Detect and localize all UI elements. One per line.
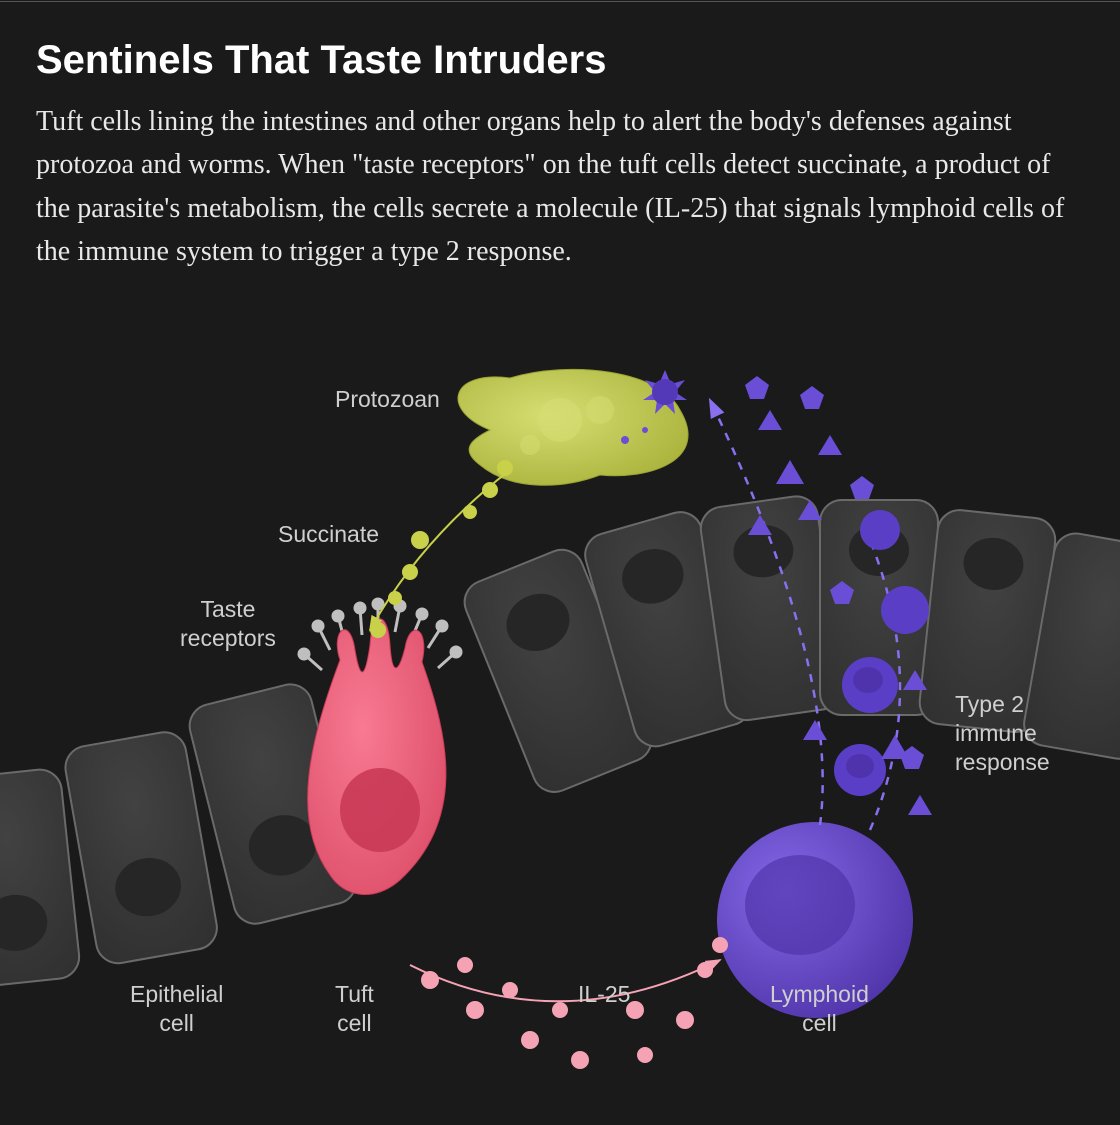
page-title: Sentinels That Taste Intruders (36, 38, 607, 83)
il25-path (410, 937, 728, 1069)
label-lymphoid-cell: Lymphoid cell (770, 980, 869, 1038)
label-il25: IL-25 (578, 980, 630, 1009)
label-epithelial-cell: Epithelial cell (130, 980, 223, 1038)
label-taste-receptors: Taste receptors (180, 595, 276, 653)
label-tuft-cell: Tuft cell (335, 980, 374, 1038)
epithelial-cells (0, 494, 1120, 989)
label-protozoan: Protozoan (335, 385, 440, 414)
protozoan (458, 369, 688, 485)
page-subtitle: Tuft cells lining the intestines and oth… (36, 100, 1084, 274)
diagram: Protozoan Succinate Taste receptors Epit… (0, 340, 1120, 1120)
label-succinate: Succinate (278, 520, 379, 549)
label-type2: Type 2 immune response (955, 690, 1050, 776)
tuft-cell (299, 599, 461, 895)
